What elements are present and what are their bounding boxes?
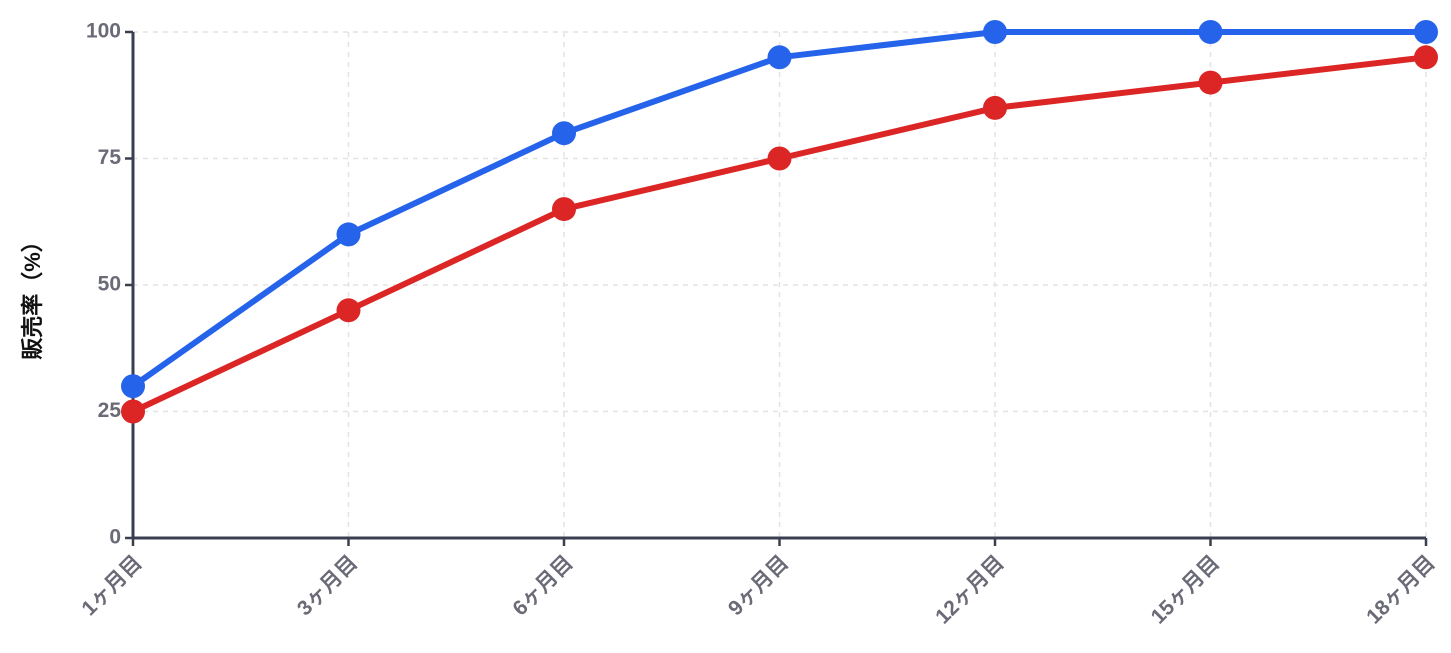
- y-axis-label: 販売率（%）: [20, 230, 45, 360]
- data-point: [336, 298, 361, 323]
- data-point: [767, 45, 792, 70]
- data-point: [1198, 70, 1223, 95]
- y-tick-label: 0: [109, 526, 121, 549]
- data-point: [767, 146, 792, 171]
- data-point: [336, 222, 361, 247]
- y-tick-label: 50: [98, 273, 121, 296]
- x-tick-label: 15ヶ月目: [1147, 551, 1224, 628]
- data-point: [1198, 20, 1223, 44]
- x-tick-label: 3ヶ月目: [293, 551, 362, 620]
- data-point: [552, 197, 576, 222]
- data-point: [121, 399, 145, 424]
- x-tick-label: 6ヶ月目: [508, 551, 577, 620]
- y-tick-label: 25: [98, 399, 122, 422]
- data-point: [1414, 20, 1438, 44]
- data-point: [983, 95, 1007, 120]
- x-tick-label: 9ヶ月目: [724, 551, 793, 620]
- data-point: [1414, 45, 1438, 70]
- x-tick-label: 1ヶ月目: [77, 551, 146, 620]
- data-point: [983, 20, 1007, 44]
- x-tick-label: 12ヶ月目: [931, 551, 1008, 628]
- y-tick-label: 100: [86, 20, 121, 43]
- x-tick-label: 18ヶ月目: [1362, 551, 1439, 628]
- data-point: [552, 121, 576, 146]
- y-tick-label: 75: [98, 146, 122, 169]
- data-point: [121, 374, 145, 399]
